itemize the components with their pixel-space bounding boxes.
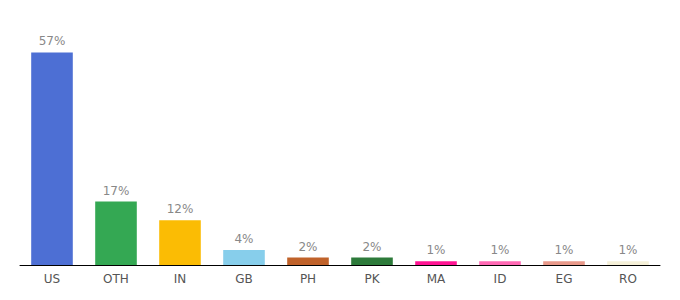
svg-text:PH: PH	[300, 272, 316, 286]
svg-text:57%: 57%	[39, 34, 66, 48]
svg-text:1%: 1%	[426, 243, 445, 257]
svg-text:OTH: OTH	[103, 272, 129, 286]
svg-text:12%: 12%	[167, 202, 194, 216]
svg-text:MA: MA	[427, 272, 446, 286]
svg-text:ID: ID	[494, 272, 507, 286]
svg-text:GB: GB	[235, 272, 253, 286]
svg-text:2%: 2%	[362, 240, 381, 254]
svg-text:IN: IN	[174, 272, 187, 286]
svg-text:1%: 1%	[490, 243, 509, 257]
svg-text:RO: RO	[619, 272, 637, 286]
svg-text:17%: 17%	[103, 184, 130, 198]
svg-text:US: US	[44, 272, 60, 286]
svg-text:1%: 1%	[554, 243, 573, 257]
svg-text:PK: PK	[364, 272, 380, 286]
svg-text:1%: 1%	[618, 243, 637, 257]
svg-text:2%: 2%	[298, 240, 317, 254]
svg-text:EG: EG	[556, 272, 573, 286]
svg-text:4%: 4%	[234, 232, 253, 246]
